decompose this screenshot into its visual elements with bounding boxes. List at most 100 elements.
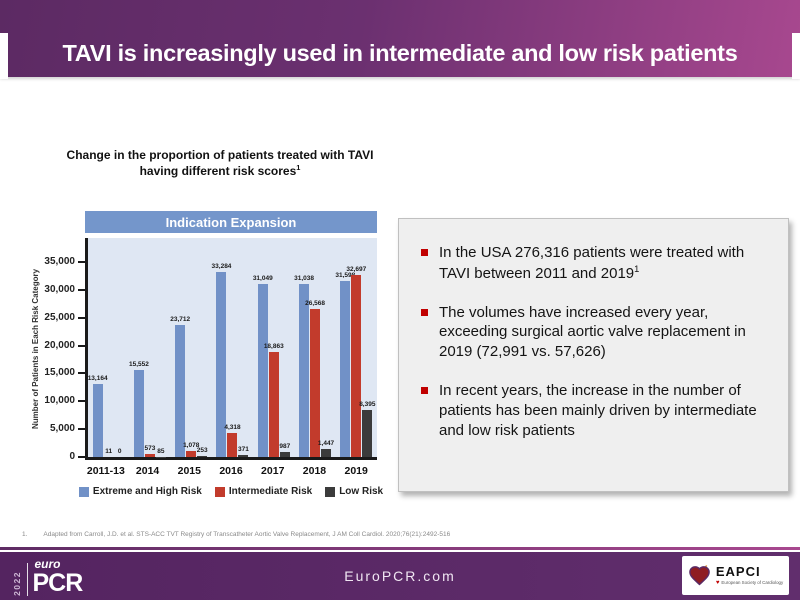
bar — [186, 451, 197, 457]
y-tick-label: 30,000 — [44, 283, 75, 295]
bar-wrap: 31,598 — [335, 272, 355, 457]
bar-wrap: 15,552 — [129, 361, 149, 457]
bar-value-label: 573 — [144, 444, 156, 452]
y-tick-label: 25,000 — [44, 311, 75, 323]
bar — [268, 351, 279, 457]
x-axis-label: 2015 — [177, 465, 201, 477]
bar-wrap: 32,697 — [346, 266, 366, 457]
bar-value-label: 33,284 — [211, 262, 232, 270]
bar-group-2016: 33,284 4,318 371 — [212, 238, 253, 457]
bar — [92, 383, 103, 457]
eapci-name: EAPCI — [715, 564, 761, 579]
bar-wrap: 1,078 — [183, 442, 199, 457]
legend-label: Low Risk — [339, 486, 384, 497]
eapci-text-block: EAPCI ♥ European Society of Cardiology — [716, 565, 783, 586]
x-axis-labels: 2011-13 2014 2015 2016 2017 2018 2019 — [85, 465, 377, 477]
bar — [144, 453, 155, 457]
bar-group-2014: 15,552 573 85 — [129, 238, 170, 457]
key-points-panel: In the USA 276,316 patients were treated… — [398, 218, 789, 492]
y-tick-mark — [78, 344, 85, 347]
bar-wrap: 33,284 — [212, 263, 231, 457]
bar — [351, 274, 362, 457]
bar-value-label: 8,395 — [359, 401, 376, 409]
bullet-marker — [421, 386, 428, 394]
legend-item: Extreme and High Risk — [78, 486, 202, 497]
legend-label: Extreme and High Risk — [92, 486, 202, 497]
bar-wrap: 4,318 — [224, 424, 241, 457]
y-tick-mark — [78, 261, 85, 263]
bar-group-2011-13: 13,164 11 0 — [88, 238, 129, 457]
y-tick-label: 20,000 — [44, 339, 75, 351]
x-axis-label: 2011-13 — [86, 465, 125, 477]
bar-wrap: 253 — [197, 447, 208, 457]
esc-heart-icon: ♥ — [715, 580, 720, 586]
header-notch-left — [0, 33, 8, 79]
x-axis-label: 2019 — [344, 465, 368, 477]
bar-group-2018: 31,038 26,568 1,447 — [294, 238, 335, 457]
europcr-logo-year: 2022 — [12, 571, 22, 596]
bar-value-label: 31,038 — [294, 275, 314, 283]
footnote: 1. Adapted from Carroll, J.D. et al. STS… — [22, 531, 450, 538]
footnote-text: Adapted from Carroll, J.D. et al. STS-AC… — [43, 531, 451, 538]
bar-value-label: 23,712 — [170, 315, 191, 323]
y-tick-mark — [78, 428, 85, 431]
y-tick-mark — [78, 372, 85, 375]
legend-item: Intermediate Risk — [214, 486, 312, 497]
y-tick-mark — [78, 316, 85, 319]
bar-wrap: 18,863 — [264, 343, 284, 457]
y-tick-label: 0 — [69, 451, 75, 462]
europcr-logo-wordmark: euro PCR — [32, 557, 84, 597]
footer-bar: EuroPCR.com 2022 euro PCR EAPCI ♥ Europe… — [0, 552, 800, 600]
bar-value-label: 371 — [238, 445, 249, 453]
header-notch-right — [792, 33, 800, 79]
y-tick-label: 15,000 — [44, 367, 75, 379]
bar-wrap: 26,568 — [305, 300, 325, 457]
bar-wrap: 31,049 — [253, 275, 273, 457]
bullet-marker — [421, 249, 428, 256]
bar — [216, 271, 227, 457]
y-tick-label: 10,000 — [44, 395, 75, 407]
chart-legend: Extreme and High Risk Intermediate Risk Lo… — [78, 486, 383, 497]
bar — [257, 284, 268, 457]
bar-value-label: 15,552 — [128, 361, 149, 369]
bar-group-2019: 31,598 32,697 8,395 — [335, 238, 377, 457]
x-axis-label: 2018 — [302, 465, 327, 477]
bar-value-label: 31,049 — [252, 275, 273, 283]
bar — [238, 454, 249, 457]
bar — [321, 448, 332, 457]
bar-value-label: 26,568 — [305, 299, 325, 307]
chart-title-banner: Indication Expansion — [85, 211, 377, 233]
europcr-logo-separator — [26, 563, 28, 596]
bar — [299, 284, 310, 457]
bar-value-label: 1,447 — [317, 439, 335, 447]
y-axis: 35,000 30,000 25,000 20,000 15,000 10,000 5,00… — [33, 238, 85, 462]
chart-title: Indication Expansion — [165, 214, 297, 230]
bar-value-label: 31,598 — [335, 271, 356, 279]
bar-groups: 13,164 11 0 15,552 573 85 23,712 1,078 253 33,284… — [88, 238, 377, 457]
footnote-number: 1. — [22, 531, 28, 538]
bar — [175, 324, 186, 457]
bullet-superscript: 1 — [634, 263, 640, 274]
x-axis-label: 2014 — [135, 465, 160, 477]
bullet-item: The volumes have increased every year, e… — [421, 303, 770, 362]
europcr-logo-pcr: PCR — [32, 569, 84, 597]
bar-group-2017: 31,049 18,863 987 — [253, 238, 294, 457]
bar-value-label: 987 — [279, 442, 291, 450]
bullet-marker — [421, 308, 428, 316]
bullet-list: In the USA 276,316 patients were treated… — [421, 243, 770, 440]
bar-wrap: 573 — [144, 445, 155, 457]
bar-value-label: 1,078 — [183, 442, 200, 449]
europcr-logo: 2022 euro PCR — [12, 557, 84, 597]
bar-wrap: 1,447 — [318, 440, 334, 457]
bar — [279, 451, 290, 457]
bar-value-label: 4,318 — [224, 423, 241, 431]
x-axis-label: 2016 — [219, 465, 243, 477]
bar-wrap: 8,395 — [359, 401, 375, 457]
europcr-logo-euro: euro — [34, 557, 61, 571]
bar-value-label: 253 — [196, 446, 208, 454]
bullet-item: In the USA 276,316 patients were treated… — [421, 243, 770, 284]
footer-website: EuroPCR.com — [344, 568, 456, 584]
slide-title: TAVI is increasingly used in intermediat… — [62, 40, 738, 66]
bar-value-label: 11 — [105, 447, 113, 455]
